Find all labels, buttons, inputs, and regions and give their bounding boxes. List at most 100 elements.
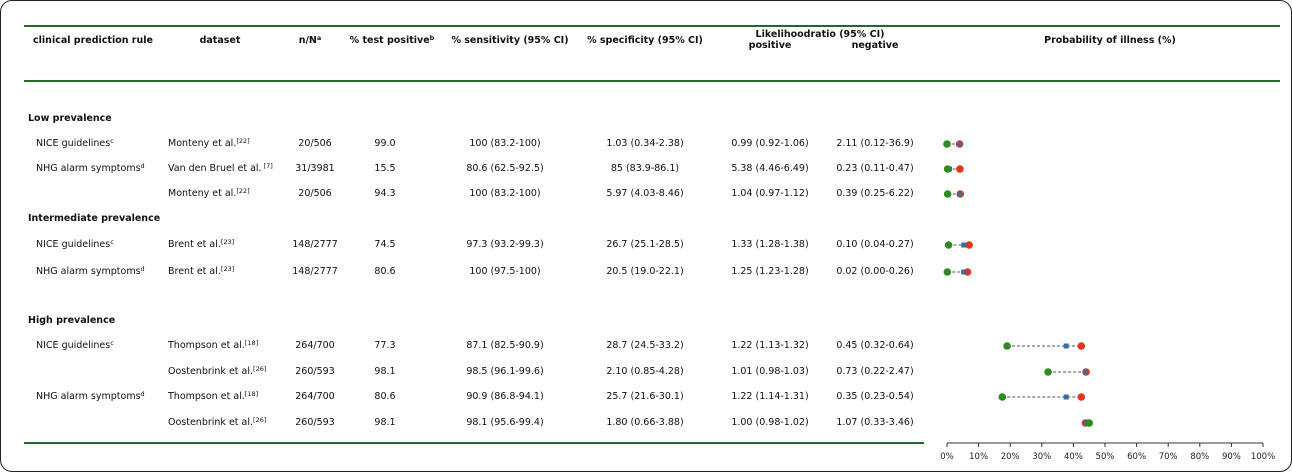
cell-sensitivity: 97.3 (93.2-99.3) — [466, 239, 544, 250]
x-tick-label: 50% — [1096, 452, 1115, 462]
pretest-probability-point — [1063, 343, 1069, 349]
cell-sensitivity: 90.9 (86.8-94.1) — [466, 391, 544, 402]
post-test-negative-point — [943, 140, 951, 148]
post-test-negative-point — [1044, 368, 1052, 376]
cell-n-over-n: 260/593 — [295, 366, 335, 377]
cell-test-positive: 94.3 — [374, 188, 396, 199]
x-tick-label: 70% — [1159, 452, 1178, 462]
cell-n-over-n: 31/3981 — [295, 163, 335, 174]
post-test-positive-point — [1077, 393, 1086, 401]
header-test-positive: % test positiveb — [349, 34, 435, 46]
cell-sensitivity: 87.1 (82.5-90.9) — [466, 340, 544, 351]
cell-n-over-n: 20/506 — [298, 188, 332, 199]
post-test-positive-point — [1077, 342, 1086, 350]
x-tick-label: 80% — [1190, 452, 1209, 462]
cell-lr-positive: 1.22 (1.14-1.31) — [731, 391, 809, 402]
cell-specificity: 26.7 (25.1-28.5) — [606, 239, 684, 250]
dataset-name: Brent et al.[23] — [168, 238, 235, 250]
rule-name: NHG alarm symptomsd — [36, 390, 145, 402]
post-test-negative-point — [944, 241, 953, 249]
header-n-over-n: n/Na — [298, 34, 322, 46]
header-likelihood-ratio: Likelihoodratio (95% CI) — [755, 29, 885, 40]
pretest-probability-point — [961, 269, 967, 275]
x-tick-label: 60% — [1127, 452, 1146, 462]
post-test-negative-point — [1085, 419, 1093, 427]
pretest-probability-point — [957, 141, 963, 147]
header-lr-positive: positive — [748, 40, 792, 51]
cell-lr-negative: 0.73 (0.22-2.47) — [836, 366, 914, 377]
cell-sensitivity: 100 (83.2-100) — [469, 138, 541, 149]
cell-specificity: 1.80 (0.66-3.88) — [606, 417, 684, 428]
rule-name: NHG alarm symptomsd — [36, 265, 145, 277]
dataset-name: Thompson et al.[18] — [168, 390, 259, 402]
cell-sensitivity: 98.5 (96.1-99.6) — [466, 366, 544, 377]
cell-lr-negative: 0.10 (0.04-0.27) — [836, 239, 914, 250]
cell-lr-positive: 1.04 (0.97-1.12) — [731, 188, 809, 199]
cell-lr-negative: 0.45 (0.32-0.64) — [836, 340, 914, 351]
cell-lr-positive: 1.33 (1.28-1.38) — [731, 239, 809, 250]
post-test-negative-point — [943, 190, 952, 198]
rule-name: NICE guidelinesc — [36, 238, 114, 250]
probability-chart: 0% 10% 20% 30% 40% 50% 60% 70% 80% 90% 100% — [940, 140, 1275, 462]
cell-test-positive: 99.0 — [374, 138, 396, 149]
cell-lr-positive: 5.38 (4.46-6.49) — [731, 163, 809, 174]
cell-test-positive: 15.5 — [374, 163, 396, 174]
cell-sensitivity: 100 (83.2-100) — [469, 188, 541, 199]
cell-lr-positive: 1.22 (1.13-1.32) — [731, 340, 809, 351]
cell-specificity: 20.5 (19.0-22.1) — [606, 266, 684, 277]
rule-name: NICE guidelinesc — [36, 137, 114, 149]
post-test-negative-point — [998, 393, 1007, 401]
x-tick-label: 100% — [1251, 452, 1275, 462]
cell-n-over-n: 148/2777 — [292, 266, 338, 277]
pretest-probability-point — [957, 191, 963, 197]
section-title-intermediate: Intermediate prevalence — [28, 213, 161, 224]
x-tick-label: 20% — [1001, 452, 1020, 462]
cell-specificity: 85 (83.9-86.1) — [610, 163, 680, 174]
dataset-name: Oostenbrink et al.[26] — [168, 416, 267, 428]
cell-lr-positive: 1.01 (0.98-1.03) — [731, 366, 809, 377]
top-rule — [24, 25, 1280, 27]
cell-lr-positive: 0.99 (0.92-1.06) — [731, 138, 809, 149]
cell-lr-negative: 0.23 (0.11-0.47) — [836, 163, 914, 174]
cell-n-over-n: 148/2777 — [292, 239, 338, 250]
cell-n-over-n: 264/700 — [295, 391, 335, 402]
post-test-negative-point — [1003, 342, 1011, 350]
cell-lr-negative: 0.02 (0.00-0.26) — [836, 266, 914, 277]
cell-test-positive: 80.6 — [374, 266, 396, 277]
cell-lr-negative: 0.35 (0.23-0.54) — [836, 391, 914, 402]
header-lr-negative: negative — [851, 40, 899, 51]
pretest-probability-point — [1082, 369, 1088, 375]
x-tick-label: 0% — [940, 452, 954, 462]
cell-test-positive: 80.6 — [374, 391, 396, 402]
dataset-name: Monteny et al.[22] — [168, 137, 250, 149]
dataset-name: Thompson et al.[18] — [168, 339, 259, 351]
cell-specificity: 25.7 (21.6-30.1) — [606, 391, 684, 402]
header-specificity: % specificity (95% CI) — [587, 35, 703, 46]
cell-test-positive: 77.3 — [374, 340, 396, 351]
bottom-rule — [24, 442, 924, 444]
dataset-name: Van den Bruel et al. [7] — [168, 162, 273, 174]
cell-sensitivity: 98.1 (95.6-99.4) — [466, 417, 544, 428]
cell-lr-negative: 1.07 (0.33-3.46) — [836, 417, 914, 428]
header-clinical-prediction-rule: clinical prediction rule — [33, 35, 153, 46]
header-dataset: dataset — [199, 35, 241, 46]
cell-test-positive: 74.5 — [374, 239, 396, 250]
cell-specificity: 28.7 (24.5-33.2) — [606, 340, 684, 351]
cell-test-positive: 98.1 — [374, 417, 396, 428]
cell-sensitivity: 80.6 (62.5-92.5) — [466, 163, 544, 174]
dataset-name: Brent et al.[23] — [168, 265, 235, 277]
post-test-positive-point — [965, 241, 973, 249]
x-tick-label: 10% — [969, 452, 988, 462]
rule-name: NICE guidelinesc — [36, 339, 114, 351]
section-title-high: High prevalence — [28, 315, 116, 326]
post-test-positive-point — [956, 165, 964, 173]
cell-lr-positive: 1.25 (1.23-1.28) — [731, 266, 809, 277]
cell-specificity: 1.03 (0.34-2.38) — [606, 138, 684, 149]
cell-test-positive: 98.1 — [374, 366, 396, 377]
post-test-negative-point — [943, 268, 952, 276]
cell-n-over-n: 260/593 — [295, 417, 335, 428]
cell-specificity: 5.97 (4.03-8.46) — [606, 188, 684, 199]
x-tick-label: 90% — [1222, 452, 1241, 462]
cell-sensitivity: 100 (97.5-100) — [469, 266, 541, 277]
cell-lr-negative: 2.11 (0.12-36.9) — [836, 138, 914, 149]
